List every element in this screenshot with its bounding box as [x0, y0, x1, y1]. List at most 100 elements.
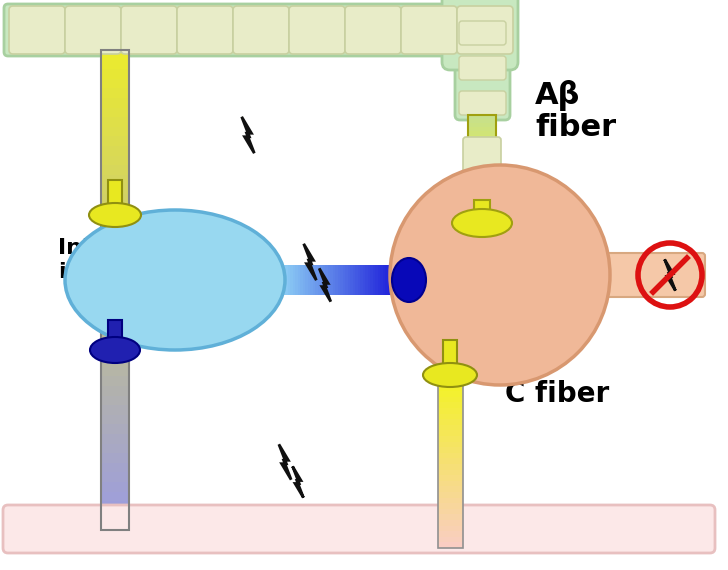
FancyBboxPatch shape — [459, 91, 506, 115]
Bar — [438, 486, 463, 492]
Bar — [108, 320, 122, 358]
Bar — [101, 453, 129, 463]
Bar — [101, 60, 129, 69]
Bar — [438, 414, 463, 419]
FancyBboxPatch shape — [9, 6, 65, 54]
Bar — [300, 265, 303, 295]
Bar — [373, 265, 375, 295]
FancyBboxPatch shape — [121, 6, 177, 54]
Bar — [101, 136, 129, 146]
Bar — [101, 396, 129, 405]
Bar — [380, 265, 382, 295]
FancyBboxPatch shape — [459, 21, 506, 45]
Bar — [468, 115, 496, 119]
Ellipse shape — [392, 258, 426, 302]
Bar — [468, 151, 496, 155]
FancyBboxPatch shape — [177, 6, 233, 54]
Bar — [365, 265, 368, 295]
Polygon shape — [304, 244, 316, 280]
Bar — [438, 503, 463, 509]
Bar — [101, 233, 129, 242]
Bar — [101, 386, 129, 396]
Bar — [282, 265, 285, 295]
Bar — [438, 425, 463, 430]
Bar — [101, 185, 129, 194]
Bar — [438, 514, 463, 520]
Bar — [101, 415, 129, 425]
Bar — [390, 265, 392, 295]
Bar — [468, 147, 496, 151]
Bar — [368, 265, 370, 295]
Bar — [101, 376, 129, 386]
Circle shape — [390, 165, 610, 385]
Bar — [438, 391, 463, 397]
Ellipse shape — [452, 209, 512, 237]
Bar — [101, 223, 129, 233]
Bar — [285, 265, 288, 295]
Bar — [101, 50, 129, 530]
Bar — [101, 271, 129, 280]
FancyBboxPatch shape — [401, 6, 457, 54]
Bar — [438, 442, 463, 447]
Bar — [101, 520, 129, 530]
Bar — [438, 380, 463, 548]
FancyBboxPatch shape — [459, 56, 506, 80]
Bar — [101, 203, 129, 213]
Bar — [101, 309, 129, 319]
Bar — [295, 265, 298, 295]
Bar — [101, 434, 129, 443]
FancyBboxPatch shape — [442, 0, 518, 70]
Bar — [272, 265, 275, 295]
Bar — [468, 159, 496, 163]
Bar — [315, 265, 317, 295]
Bar — [288, 265, 290, 295]
Bar — [101, 482, 129, 491]
Bar — [438, 385, 463, 391]
Bar — [275, 265, 277, 295]
Bar — [101, 251, 129, 261]
Polygon shape — [279, 445, 291, 480]
Bar — [101, 79, 129, 88]
Bar — [385, 265, 387, 295]
Bar — [438, 380, 463, 385]
Bar — [101, 463, 129, 473]
FancyBboxPatch shape — [455, 3, 510, 120]
Bar — [310, 265, 312, 295]
Bar — [101, 473, 129, 482]
Bar — [438, 509, 463, 514]
Bar — [101, 175, 129, 185]
Bar — [468, 115, 496, 195]
Bar — [101, 338, 129, 348]
Bar — [280, 265, 282, 295]
FancyBboxPatch shape — [463, 137, 501, 178]
Bar — [101, 348, 129, 357]
Bar — [101, 117, 129, 127]
Bar — [468, 191, 496, 195]
Bar — [340, 265, 342, 295]
Bar — [438, 458, 463, 464]
Bar — [101, 491, 129, 501]
Bar — [101, 261, 129, 271]
Bar — [438, 419, 463, 425]
Bar — [101, 328, 129, 338]
Bar — [468, 131, 496, 135]
Bar — [468, 135, 496, 139]
Bar — [468, 183, 496, 187]
Bar — [323, 265, 325, 295]
Bar — [438, 481, 463, 486]
Bar — [101, 69, 129, 79]
Bar — [468, 167, 496, 171]
Bar — [360, 265, 363, 295]
Polygon shape — [242, 117, 254, 153]
Bar — [438, 408, 463, 414]
Bar — [101, 156, 129, 165]
Ellipse shape — [423, 363, 477, 387]
Ellipse shape — [90, 337, 140, 363]
Bar — [345, 265, 347, 295]
Text: Inhibitory
interneuron: Inhibitory interneuron — [58, 238, 207, 282]
Bar — [101, 501, 129, 511]
Bar — [290, 265, 293, 295]
Bar — [333, 265, 335, 295]
Bar — [468, 179, 496, 183]
Bar — [355, 265, 357, 295]
